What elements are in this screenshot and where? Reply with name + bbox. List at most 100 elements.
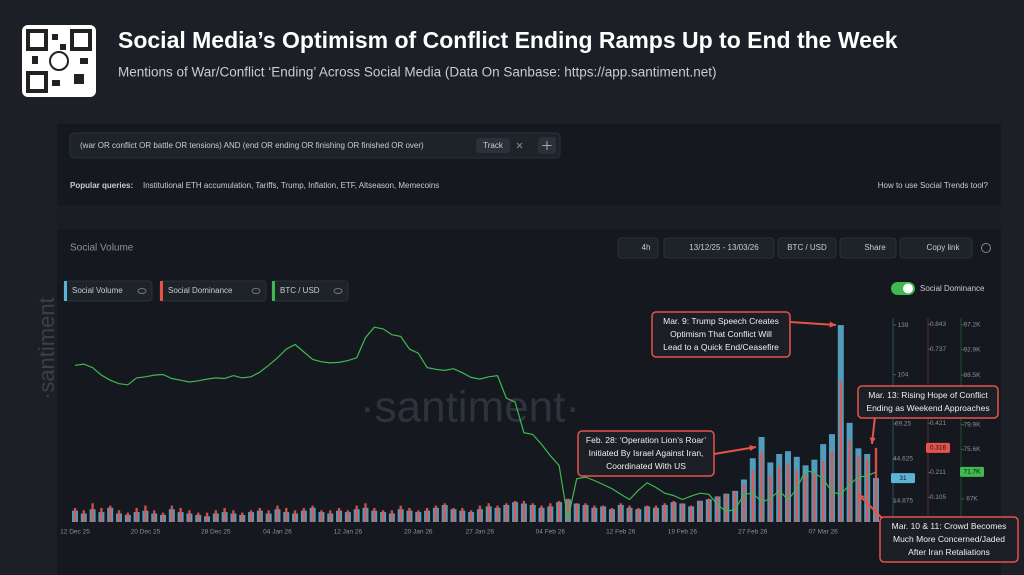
- x-tick-label: 04 Feb 26: [536, 529, 566, 536]
- arrow-head: [869, 437, 876, 444]
- dominance-bar: [513, 500, 517, 522]
- search-query: (war OR conflict OR battle OR tensions) …: [80, 141, 424, 150]
- remove-icon[interactable]: [516, 142, 523, 149]
- eye-icon: [137, 288, 147, 294]
- dominance-bar: [804, 475, 807, 522]
- section-title: Social Volume: [70, 243, 134, 254]
- legend-label: Social Dominance: [168, 286, 233, 295]
- dominance-bar: [153, 510, 156, 522]
- dominance-bar: [795, 470, 798, 522]
- dominance-bar: [575, 503, 578, 522]
- legend-swatch: [272, 281, 275, 301]
- dominance-bar: [100, 507, 103, 522]
- dominance-bar: [725, 493, 728, 522]
- qr-code: [22, 25, 96, 97]
- dominance-bar: [223, 507, 226, 522]
- range-button[interactable]: [663, 237, 775, 259]
- dominance-bar: [716, 496, 719, 522]
- legend-swatch: [160, 281, 163, 301]
- x-tick-label: 28 Dec 25: [201, 529, 231, 536]
- help-link[interactable]: How to use Social Trends tool?: [878, 181, 989, 190]
- dominance-bar: [681, 503, 684, 522]
- dominance-bar: [742, 484, 746, 522]
- x-tick-label: 19 Feb 26: [668, 529, 698, 536]
- price-line: [74, 326, 877, 520]
- x-tick-label: 20 Dec 25: [131, 529, 161, 536]
- dominance-bar: [452, 507, 455, 522]
- y-tick-label: 67K: [966, 496, 978, 503]
- dominance-bar: [557, 500, 561, 522]
- toggle-label: Social Dominance: [920, 284, 985, 293]
- current-badge: [891, 473, 915, 484]
- popular-label: Popular queries:: [70, 181, 133, 190]
- y-tick-label: 14.875: [893, 498, 913, 505]
- x-tick-label: 20 Jan 26: [404, 529, 433, 536]
- dominance-bar: [408, 507, 411, 522]
- search-box[interactable]: [69, 132, 561, 159]
- track-label: Track: [483, 141, 504, 150]
- settings-icon[interactable]: [981, 243, 991, 253]
- dominance-bar: [469, 510, 473, 522]
- annotation-text: Mar. 10 & 11: Crowd Becomes: [892, 521, 1007, 531]
- popular-queries[interactable]: Institutional ETH accumulation, Tariffs,…: [143, 181, 439, 190]
- annotation-text: After Iran Retaliations: [908, 547, 990, 557]
- annotation-box: [577, 430, 715, 477]
- dominance-bar: [188, 510, 191, 522]
- watermark-center: ·santiment·: [360, 383, 580, 432]
- watermark-side: ·santiment: [34, 297, 59, 400]
- y-tick-label: 88.5K: [964, 372, 982, 379]
- dominance-bar: [487, 503, 490, 522]
- annotation-text: Mar. 13: Rising Hope of Conflict: [868, 390, 988, 400]
- toolbar: 4h 13/12/25 - 13/03/26 BTC / USD Share C…: [617, 237, 991, 259]
- dominance-bar: [417, 510, 420, 522]
- current-badge: [960, 466, 984, 477]
- dominance-bar: [619, 503, 622, 522]
- interval-button[interactable]: [617, 237, 659, 259]
- y-tick-label: 79.9K: [964, 421, 982, 428]
- dominance-bar: [672, 500, 675, 522]
- dominance-bar: [329, 510, 332, 522]
- legend-label: Social Volume: [72, 286, 123, 295]
- dominance-bar: [232, 510, 235, 522]
- dominance-bar: [434, 505, 438, 522]
- x-tick-label: 12 Feb 26: [606, 529, 636, 536]
- arrow-head: [749, 445, 756, 452]
- legend-swatch: [64, 281, 67, 301]
- dominance-bar: [496, 505, 499, 522]
- dominance-bar: [698, 500, 702, 522]
- dominance-bar: [267, 510, 270, 522]
- track-chip[interactable]: [476, 138, 510, 153]
- copy-button[interactable]: [899, 237, 973, 259]
- y-tick-label: 0.211: [930, 469, 946, 476]
- y-tick-label: 139: [898, 322, 909, 329]
- annotation-text: Lead to a Quick End/Ceasefire: [663, 342, 779, 352]
- annotation-text: Initiated By Israel Against Iran,: [589, 448, 704, 458]
- dominance-bar: [848, 439, 851, 522]
- asset-button[interactable]: [777, 237, 837, 259]
- dominance-bar: [311, 505, 314, 522]
- dominance-bar: [505, 503, 508, 522]
- annotation-text: Mar. 9: Trump Speech Creates: [663, 316, 779, 326]
- annotation-text: Optimism That Conflict Will: [670, 329, 772, 339]
- x-tick-label: 07 Mar 26: [809, 529, 839, 536]
- dominance-bar: [874, 447, 878, 522]
- dominance-bar: [302, 507, 306, 522]
- y-tick-label: 104: [898, 371, 909, 378]
- dominance-bar: [637, 507, 640, 522]
- dominance-bar: [663, 503, 666, 522]
- dominance-bar: [214, 510, 218, 522]
- annotation-box: [879, 516, 1019, 563]
- dominance-bar: [777, 465, 781, 522]
- dominance-bar: [126, 512, 130, 522]
- dominance-bar: [707, 498, 710, 522]
- x-tick-label: 27 Jan 26: [466, 529, 495, 536]
- dominance-bar: [82, 510, 86, 522]
- range-label: 13/12/25 - 13/03/26: [689, 243, 759, 252]
- dominance-bar: [531, 503, 534, 522]
- annotation-arrow: [789, 321, 837, 326]
- share-button[interactable]: [839, 237, 897, 259]
- toggle-knob: [903, 283, 913, 294]
- dominance-bar: [399, 505, 402, 522]
- annotation-text: Feb. 28: ‘Operation Lion’s Roar’: [586, 435, 706, 445]
